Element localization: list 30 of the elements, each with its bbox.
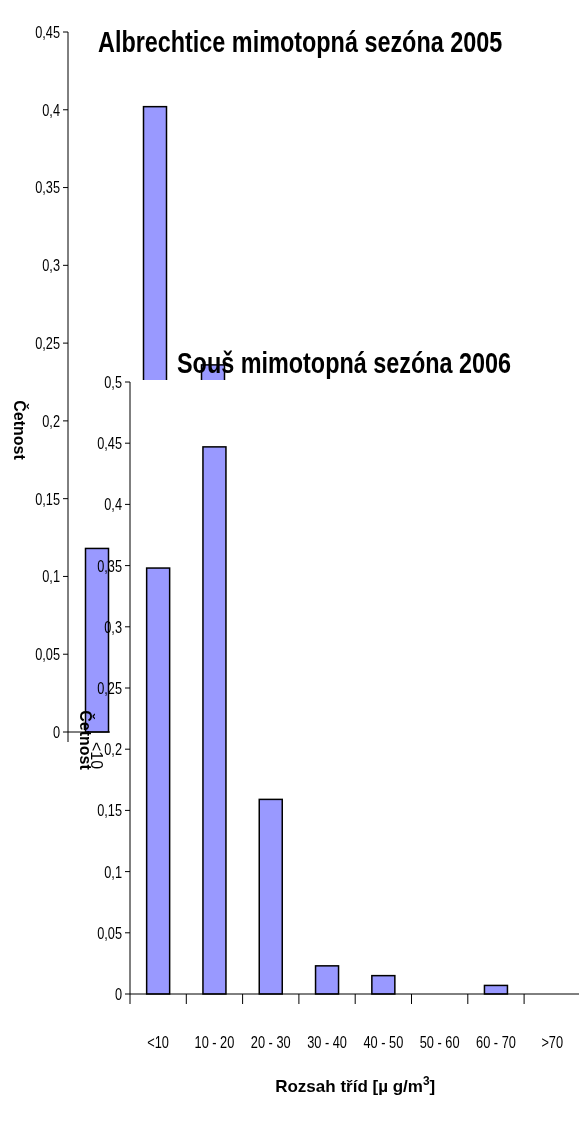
y-tick-label: 0,2	[42, 411, 60, 431]
x-tick-label: 10 - 20	[194, 1033, 235, 1052]
y-tick-label: 0,35	[35, 177, 60, 197]
y-tick-label: 0	[114, 984, 122, 1004]
x-axis-title: Rozsah tříd [µ g/m$^{3}$]	[275, 1074, 436, 1096]
y-tick-label: 0,45	[97, 433, 122, 453]
y-tick-label: 0,3	[42, 255, 60, 275]
x-tick-label: >70	[541, 1033, 564, 1052]
y-tick-label: 0,1	[42, 566, 60, 586]
y-tick-label: 0,5	[104, 372, 122, 392]
y-tick-label: 0,2	[104, 739, 122, 759]
chart-title: Albrechtice mimotopná sezóna 2005	[98, 25, 503, 59]
y-tick-label: 0,25	[35, 333, 60, 353]
y-tick-label: 0	[52, 722, 60, 742]
y-axis-title: Četnost	[11, 400, 29, 461]
x-tick-label: 60 - 70	[476, 1033, 516, 1052]
y-tick-label: 0,15	[97, 800, 122, 820]
y-tick-label: 0,05	[35, 644, 60, 664]
x-tick-label: 30 - 40	[307, 1033, 347, 1052]
y-tick-label: 0,05	[97, 922, 122, 943]
y-tick-label: 0,4	[104, 494, 122, 514]
y-tick-label: 0,15	[35, 488, 60, 509]
x-tick-label: 50 - 60	[419, 1033, 460, 1052]
y-tick-label: 0,45	[35, 22, 60, 42]
y-tick-label: 0,1	[104, 861, 122, 881]
x-tick-label: 40 - 50	[363, 1033, 404, 1052]
x-tick-label: <10	[147, 1033, 169, 1052]
y-tick-label: 0,4	[42, 99, 60, 120]
chart-title: Souš mimotopná sezóna 2006	[177, 346, 512, 380]
x-tick-label: 20 - 30	[250, 1033, 291, 1052]
